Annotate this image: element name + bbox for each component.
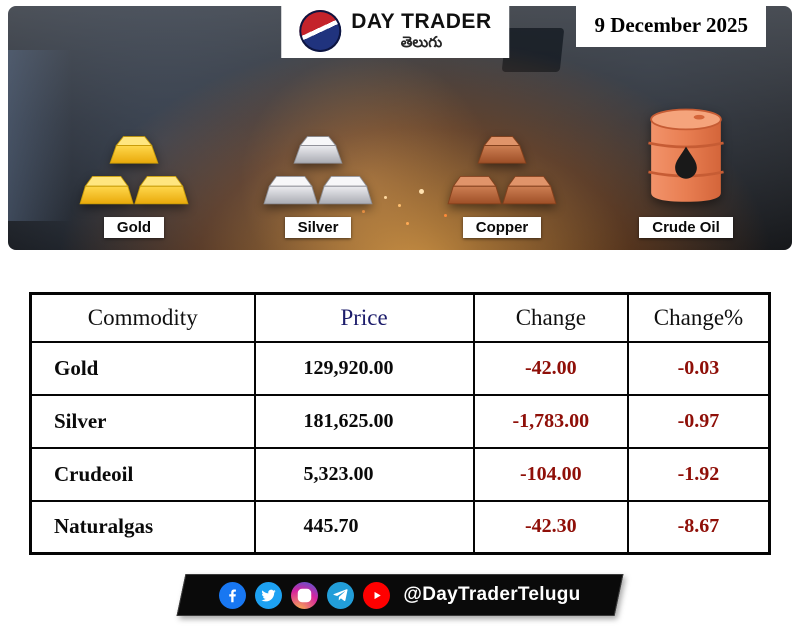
oil-barrel-icon [643, 100, 729, 210]
silver-bars-icon [259, 100, 377, 210]
social-bar: @DayTraderTelugu [181, 574, 619, 616]
cell-change-pct: -0.03 [626, 340, 771, 396]
cell-price: 445.70 [253, 499, 475, 555]
commodity-label-crude-oil: Crude Oil [639, 217, 733, 238]
cell-price: 181,625.00 [253, 393, 475, 449]
youtube-icon[interactable] [363, 581, 391, 609]
header-change-pct: Change% [626, 292, 771, 343]
copper-bars-icon [443, 100, 561, 210]
cell-commodity: Gold [29, 340, 256, 396]
cell-change: -1,783.00 [472, 393, 629, 449]
commodity-silver: Silver [226, 100, 410, 238]
cell-commodity: Crudeoil [29, 446, 256, 502]
commodity-crude-oil: Crude Oil [594, 100, 778, 238]
brand-logo: DAY TRADER తెలుగు [281, 6, 510, 58]
cell-change-pct: -8.67 [626, 499, 771, 555]
commodity-copper: Copper [410, 100, 594, 238]
brand-name: DAY TRADER [351, 10, 492, 34]
table-header-row: Commodity Price Change Change% [29, 292, 771, 343]
cell-price: 5,323.00 [253, 446, 475, 502]
brand-subtitle: తెలుగు [400, 33, 443, 51]
table-row-naturalgas: Naturalgas 445.70 -42.30 -8.67 [29, 499, 771, 555]
table-row-gold: Gold 129,920.00 -42.00 -0.03 [29, 340, 771, 396]
commodity-label-gold: Gold [103, 217, 165, 238]
table-section: Commodity Price Change Change% Gold 129,… [8, 292, 792, 555]
header-commodity: Commodity [29, 292, 256, 343]
cell-change: -42.00 [472, 340, 629, 396]
header-price: Price [253, 292, 475, 343]
table-row-silver: Silver 181,625.00 -1,783.00 -0.97 [29, 393, 771, 449]
cell-commodity: Silver [29, 393, 256, 449]
commodity-row: Gold [8, 100, 792, 238]
cell-commodity: Naturalgas [29, 499, 256, 555]
cell-change-pct: -0.97 [626, 393, 771, 449]
commodity-label-silver: Silver [284, 217, 352, 238]
twitter-icon[interactable] [255, 581, 283, 609]
commodity-price-table: Commodity Price Change Change% Gold 129,… [29, 292, 771, 555]
instagram-icon[interactable] [291, 581, 319, 609]
facebook-icon[interactable] [219, 581, 247, 609]
commodity-label-copper: Copper [462, 217, 542, 238]
table-row-crudeoil: Crudeoil 5,323.00 -104.00 -1.92 [29, 446, 771, 502]
hero-banner: DAY TRADER తెలుగు 9 December 2025 [8, 6, 792, 250]
social-handle: @DayTraderTelugu [403, 584, 581, 605]
date-badge: 9 December 2025 [576, 6, 766, 47]
cell-change: -42.30 [472, 499, 629, 555]
cell-price: 129,920.00 [253, 340, 475, 396]
brand-logo-icon [299, 10, 342, 52]
cell-change: -104.00 [472, 446, 629, 502]
header-change: Change [472, 292, 629, 343]
monitor-silhouette [501, 28, 565, 72]
brand-text: DAY TRADER తెలుగు [351, 10, 491, 51]
commodity-gold: Gold [42, 100, 226, 238]
gold-bars-icon [75, 100, 193, 210]
cell-change-pct: -1.92 [626, 446, 771, 502]
telegram-icon[interactable] [327, 581, 355, 609]
